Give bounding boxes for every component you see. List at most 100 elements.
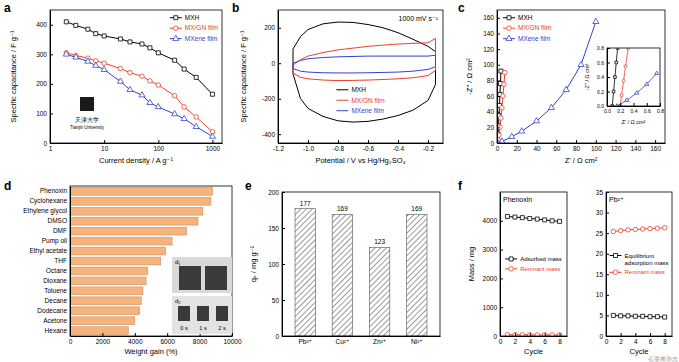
tick-mark — [606, 233, 609, 234]
tick-label: 0 — [496, 145, 500, 152]
legend-marker — [509, 267, 514, 272]
legend-label: MXH — [351, 86, 366, 93]
legend-label: MXH — [185, 14, 200, 21]
bar — [70, 267, 148, 275]
tick: 160 — [483, 14, 500, 21]
tick-label: 80 — [487, 77, 495, 84]
tick: 0.0 — [597, 103, 610, 109]
marker — [128, 70, 133, 75]
tick: 1000 — [483, 304, 503, 311]
tick: 2000 — [483, 275, 503, 282]
tick-mark — [102, 333, 103, 336]
tick-mark — [606, 274, 609, 275]
marker — [640, 227, 645, 232]
marker — [626, 228, 631, 233]
tick-label: 10 — [596, 291, 604, 298]
tick-label: 10000 — [223, 338, 241, 345]
marker — [528, 333, 533, 336]
axis-line — [606, 193, 607, 337]
tick: 50 — [272, 297, 285, 304]
x-axis-title: Weight gain (%) — [124, 347, 178, 356]
tick-label: 0.4 — [631, 108, 638, 114]
tick-mark — [606, 295, 609, 296]
tick: 40 — [487, 108, 500, 115]
tick-label: 0.2 — [597, 89, 604, 95]
bar — [369, 247, 389, 336]
legend-marker — [613, 254, 617, 258]
series-line — [617, 73, 657, 106]
tick: 0 — [275, 333, 285, 340]
marker — [550, 219, 554, 223]
panel-label: e — [245, 179, 252, 193]
marker — [209, 133, 215, 138]
panel-label: f — [458, 179, 463, 193]
y-axis: 020406080100120140160 — [483, 11, 500, 147]
tick-mark — [282, 228, 285, 229]
tick-label: 0 — [43, 140, 47, 147]
series — [293, 55, 436, 73]
marker — [172, 93, 177, 98]
marker — [501, 94, 506, 99]
tick: 100 — [153, 140, 164, 152]
tick: 0.2 — [617, 103, 624, 114]
marker — [513, 333, 518, 336]
tick: 30 — [596, 209, 609, 216]
panel-texts: cZ' / Ω cm²-Z'' / Ω cm² — [458, 1, 598, 165]
plot-area — [497, 18, 599, 143]
tick-mark — [158, 140, 159, 143]
legend-entry: MXH — [503, 14, 533, 21]
legend-marker — [507, 26, 512, 31]
tick-mark — [278, 63, 281, 64]
tick: Dioxane — [43, 277, 70, 284]
plot-frame — [500, 192, 567, 336]
marker — [499, 138, 505, 143]
tick: 5 — [599, 312, 609, 319]
tick-label: -1.0 — [303, 145, 315, 152]
tick-label: 25 — [596, 230, 604, 237]
marker — [117, 78, 123, 83]
tick-label: Zn²⁺ — [373, 338, 386, 345]
x-axis-title: Potential / V vs Hg/Hg₂SO₄ — [315, 156, 405, 165]
panel-texts: aCurrent density / A g⁻¹Specific capacit… — [4, 1, 173, 165]
marker — [193, 123, 199, 128]
tick: DMF — [53, 227, 70, 234]
tick-label: 20 — [487, 124, 495, 131]
tick-label: 120 — [483, 46, 494, 53]
tick-label: 300 — [36, 51, 47, 58]
tick-label: Cu²⁺ — [335, 338, 349, 345]
series-line — [66, 22, 212, 94]
tick-label: 4000 — [483, 217, 498, 224]
legend-label: MX/GN film — [351, 97, 384, 104]
tick-label: DMSO — [48, 217, 68, 224]
marker — [148, 79, 153, 84]
tick-label: Phenoxin — [40, 187, 67, 194]
bar — [70, 227, 187, 235]
tick-mark — [596, 140, 597, 143]
tick-mark — [607, 77, 610, 78]
marker — [194, 75, 198, 79]
tick: -200 — [262, 95, 281, 102]
inset-photo — [197, 306, 209, 321]
annotation: 1 s — [199, 325, 207, 331]
marker — [662, 226, 667, 231]
tick-mark — [212, 140, 213, 143]
legend-entry: MX/GN film — [336, 97, 384, 104]
tick-label: 1 — [49, 145, 53, 152]
marker — [543, 218, 547, 222]
bar — [70, 247, 166, 255]
tick: 0.8 — [657, 103, 664, 114]
tick: Zn²⁺ — [373, 336, 386, 345]
tick-mark — [282, 192, 285, 193]
tick: Acetone — [43, 317, 70, 324]
marker — [611, 313, 615, 317]
tick-label: 400 — [36, 21, 47, 28]
axis-line — [278, 11, 279, 144]
tick-label: -0.4 — [393, 145, 405, 152]
marker — [94, 32, 98, 36]
x-axis-title: Current density / A g⁻¹ — [99, 156, 173, 165]
tick-label: 100 — [36, 110, 47, 117]
tick-mark — [278, 99, 281, 100]
y-axis-title: -Z'' / Ω cm² — [584, 63, 590, 90]
tick: 0 — [69, 333, 73, 345]
tick-label: Acetone — [43, 317, 67, 324]
